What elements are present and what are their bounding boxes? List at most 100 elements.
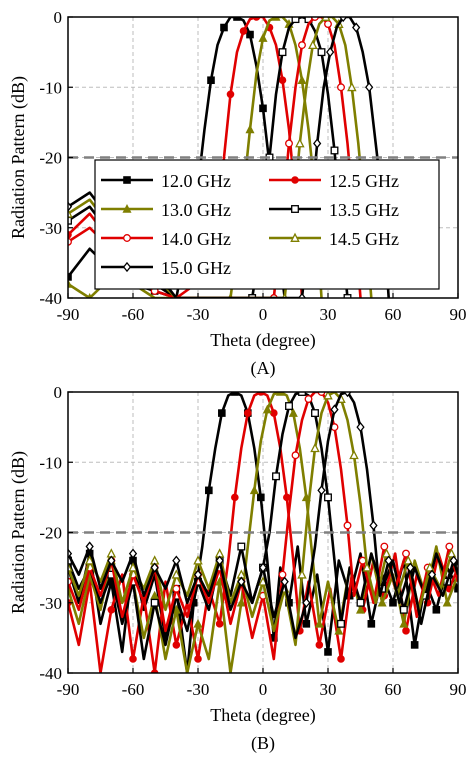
data-point: [278, 48, 287, 57]
chart-panel-b: -90 -60 -30 0 30 60 90 0 -10 -20 -30 -40 Theta (degr…: [8, 383, 467, 754]
series-group: [68, 392, 458, 673]
data-point: [403, 555, 413, 565]
data-point: [347, 81, 357, 92]
data-point: [248, 294, 257, 298]
data-point: [249, 485, 259, 495]
x-axis-title: Theta (degree): [210, 330, 315, 351]
data-point: [262, 404, 272, 414]
data-point: [377, 597, 387, 607]
data-point: [381, 548, 392, 558]
data-point: [207, 76, 215, 85]
data-point: [68, 208, 73, 218]
data-point: [68, 237, 72, 246]
x-tick-label: 60: [385, 305, 402, 324]
x-tick-label: 30: [320, 680, 337, 699]
data-point: [352, 22, 361, 33]
data-point: [172, 555, 181, 566]
data-point: [194, 655, 202, 663]
data-point: [314, 618, 324, 628]
data-point: [402, 627, 410, 635]
legend-entry-label: 12.0 GHz: [161, 171, 231, 191]
x-tick-label: -30: [187, 680, 210, 699]
data-point: [215, 555, 224, 566]
x-axis-title: Theta (degree): [210, 705, 315, 726]
y-tick-label: -40: [39, 289, 62, 308]
data-point: [362, 562, 372, 572]
data-point: [68, 201, 73, 212]
y-tick-label: 0: [54, 383, 63, 402]
data-point: [323, 392, 333, 400]
legend-swatch-marker: [291, 176, 299, 184]
x-tick-label: 0: [259, 680, 268, 699]
data-point: [365, 82, 374, 93]
data-point: [311, 409, 319, 418]
data-point: [285, 139, 293, 148]
data-point: [252, 17, 261, 21]
data-point: [380, 542, 389, 551]
y-tick-label: -20: [39, 524, 62, 543]
data-point: [68, 278, 73, 288]
data-point: [343, 294, 352, 298]
x-tick-label: -30: [187, 305, 210, 324]
data-point: [402, 549, 410, 558]
y-axis-title: Radiation Pattern (dB): [8, 451, 29, 614]
data-point: [298, 41, 306, 50]
series-line-15-0-ghz: [68, 392, 458, 640]
data-point: [356, 598, 365, 607]
data-point: [367, 620, 376, 628]
data-point: [278, 570, 287, 579]
data-point: [454, 584, 458, 593]
data-point: [129, 655, 137, 663]
data-point: [410, 641, 419, 649]
data-point: [193, 555, 203, 565]
data-point: [384, 555, 393, 566]
data-point: [233, 17, 241, 21]
data-point: [68, 548, 73, 559]
data-point: [297, 75, 307, 85]
data-point: [356, 421, 365, 433]
legend-entry-label: 14.5 GHz: [329, 229, 399, 249]
data-point: [317, 48, 326, 57]
data-point: [291, 451, 300, 460]
x-tick-label: -60: [122, 305, 145, 324]
data-point: [427, 569, 437, 580]
data-point: [193, 618, 203, 628]
data-point: [337, 655, 345, 663]
data-point: [150, 598, 159, 607]
data-point: [68, 230, 72, 239]
data-point: [226, 90, 235, 99]
data-point: [295, 138, 305, 148]
data-point: [334, 625, 344, 635]
data-point: [304, 395, 313, 403]
data-point: [278, 76, 287, 85]
data-point: [317, 485, 326, 496]
data-point: [237, 576, 246, 587]
data-point: [107, 555, 116, 566]
x-tick-label: 90: [450, 305, 467, 324]
data-point: [236, 597, 246, 607]
data-point: [205, 486, 213, 495]
data-point: [288, 408, 298, 417]
data-point: [68, 273, 72, 281]
data-point: [432, 605, 441, 614]
data-point: [271, 17, 281, 21]
data-point: [337, 619, 345, 628]
data-point: [302, 620, 311, 628]
data-point: [258, 562, 268, 573]
legend-swatch-marker: [122, 261, 132, 273]
legend-swatch-marker: [123, 176, 131, 184]
data-point: [315, 641, 324, 649]
x-tick-label: 0: [259, 305, 268, 324]
data-point: [324, 493, 332, 502]
data-point: [343, 392, 352, 398]
data-point: [244, 409, 252, 417]
y-tick-label: -30: [39, 219, 62, 238]
data-point: [369, 520, 378, 531]
data-point: [272, 472, 280, 481]
data-point: [399, 618, 409, 628]
data-point: [68, 562, 73, 572]
y-tick-label: -10: [39, 78, 62, 97]
legend: 12.0 GHz 12.5 GHz 13.0 GHz 13.5 GHz 14.0 GHz…: [94, 159, 440, 290]
data-point: [326, 46, 335, 58]
legend-entry-label: 13.5 GHz: [329, 200, 399, 220]
